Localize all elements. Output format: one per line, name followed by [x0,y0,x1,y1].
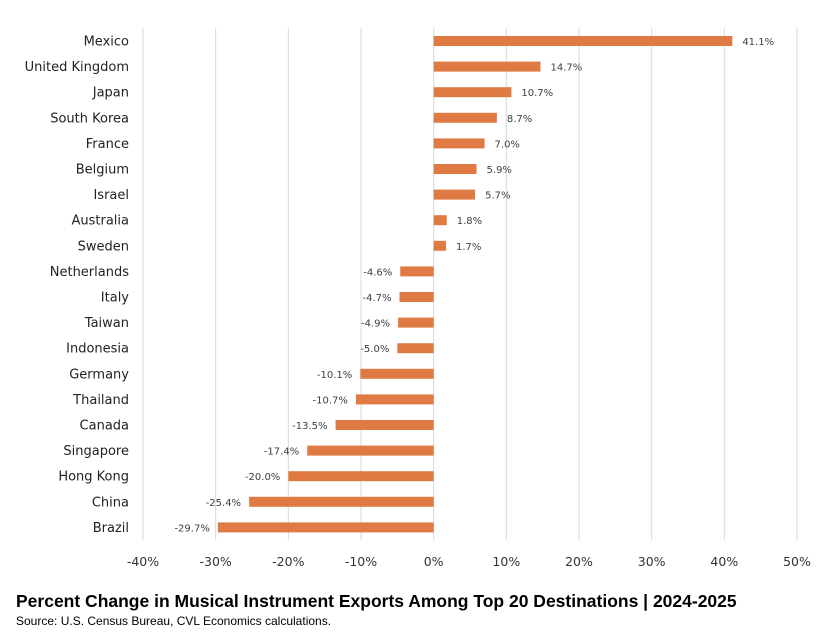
category-label: Italy [101,291,130,306]
category-label: Australia [71,214,129,229]
x-tick-label: 30% [638,554,666,569]
bar [288,471,434,482]
x-tick-label: 10% [492,554,520,569]
x-tick-label: 0% [424,554,444,569]
x-tick-label: -20% [272,554,304,569]
category-label: Thailand [72,393,129,408]
data-label: 41.1% [742,37,774,48]
data-label: 8.7% [507,114,532,125]
data-label: -10.7% [313,395,348,406]
bar [400,266,434,277]
bar [433,112,497,123]
data-label: 14.7% [550,63,582,74]
data-label: -25.4% [206,498,241,509]
bar [397,343,434,354]
x-tick-label: -40% [127,554,159,569]
bar [433,61,541,72]
bar [433,87,512,98]
x-tick-label: 20% [565,554,593,569]
data-label: -17.4% [264,447,299,458]
category-label: Hong Kong [58,470,129,485]
category-label: France [86,137,129,152]
category-label: Belgium [76,163,129,178]
bar [433,215,447,226]
bar [433,240,447,251]
x-tick-label: 40% [710,554,738,569]
category-label: Netherlands [50,265,129,280]
x-tick-label: -30% [200,554,232,569]
data-label: 5.9% [487,165,512,176]
data-label: -10.1% [317,370,352,381]
category-label: Israel [93,188,129,203]
bar [355,394,434,405]
chart-source: Source: U.S. Census Bureau, CVL Economic… [16,614,332,628]
bar [360,368,434,379]
data-label: -29.7% [174,523,209,534]
bar [217,522,434,533]
bar [398,317,434,328]
category-label: Japan [92,86,129,101]
category-label: Brazil [93,521,129,536]
bar-chart: -40% -30% -20% -10% 0% 10% 20% 30% 40% 50% Mexico 4… [25,28,811,569]
data-label: -20.0% [245,472,280,483]
category-label: Sweden [78,239,129,254]
data-label: -4.7% [362,293,391,304]
bar [433,36,733,46]
data-label: 1.8% [457,216,482,227]
data-label: 5.7% [485,191,510,202]
data-label: -4.9% [361,319,390,330]
category-label: Indonesia [66,342,129,357]
data-label: 10.7% [521,88,553,99]
category-label: Mexico [84,35,129,50]
category-label: China [92,495,129,510]
category-label: Singapore [63,444,129,459]
chart-title: Percent Change in Musical Instrument Exp… [16,591,737,611]
bar [335,420,434,430]
bar [307,445,434,456]
x-tick-label: 50% [783,554,811,569]
bar [399,292,434,302]
category-label: Germany [69,367,129,382]
category-label: Taiwan [84,316,129,331]
category-label: United Kingdom [25,60,129,75]
data-label: 7.0% [495,139,520,150]
bar [433,138,485,149]
category-label: South Korea [50,111,129,126]
data-label: -4.6% [363,267,392,278]
data-label: -5.0% [360,344,389,355]
x-tick-label: -10% [345,554,377,569]
category-label: Canada [80,419,129,434]
bar [249,496,434,507]
data-label: 1.7% [456,242,481,253]
data-label: -13.5% [292,421,327,432]
bar [433,189,476,200]
bar [433,164,477,174]
